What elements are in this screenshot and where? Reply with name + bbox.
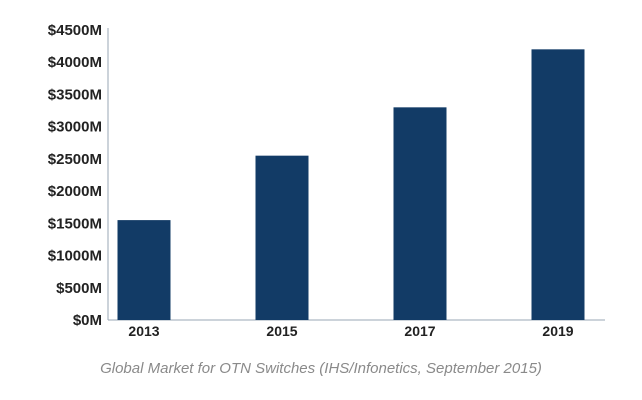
x-tick-label: 2015 xyxy=(266,323,297,339)
x-axis: 2013 2015 2017 2019 xyxy=(108,319,605,339)
x-tick-label: 2019 xyxy=(542,323,573,339)
bar-2015 xyxy=(255,155,309,320)
y-tick-label: $2500M xyxy=(48,151,102,168)
y-tick-label: $0M xyxy=(73,312,102,329)
y-tick-label: $2000M xyxy=(48,183,102,200)
y-tick-label: $4000M xyxy=(48,54,102,71)
y-tick-label: $1000M xyxy=(48,248,102,265)
y-tick-label: $3500M xyxy=(48,86,102,103)
chart-caption: Global Market for OTN Switches (IHS/Info… xyxy=(100,360,542,377)
bar-2019 xyxy=(531,49,585,320)
bar-2017 xyxy=(393,107,447,320)
x-tick-label: 2013 xyxy=(128,323,159,339)
bars xyxy=(117,49,585,320)
y-tick-label: $4500M xyxy=(48,22,102,39)
y-tick-label: $500M xyxy=(56,280,102,297)
x-tick-label: 2017 xyxy=(404,323,435,339)
y-tick-label: $1500M xyxy=(48,215,102,232)
y-axis: $0M $500M $1000M $1500M $2000M $2500M $3000M $3… xyxy=(48,22,109,329)
bar-2013 xyxy=(117,220,171,320)
y-tick-label: $3000M xyxy=(48,119,102,136)
